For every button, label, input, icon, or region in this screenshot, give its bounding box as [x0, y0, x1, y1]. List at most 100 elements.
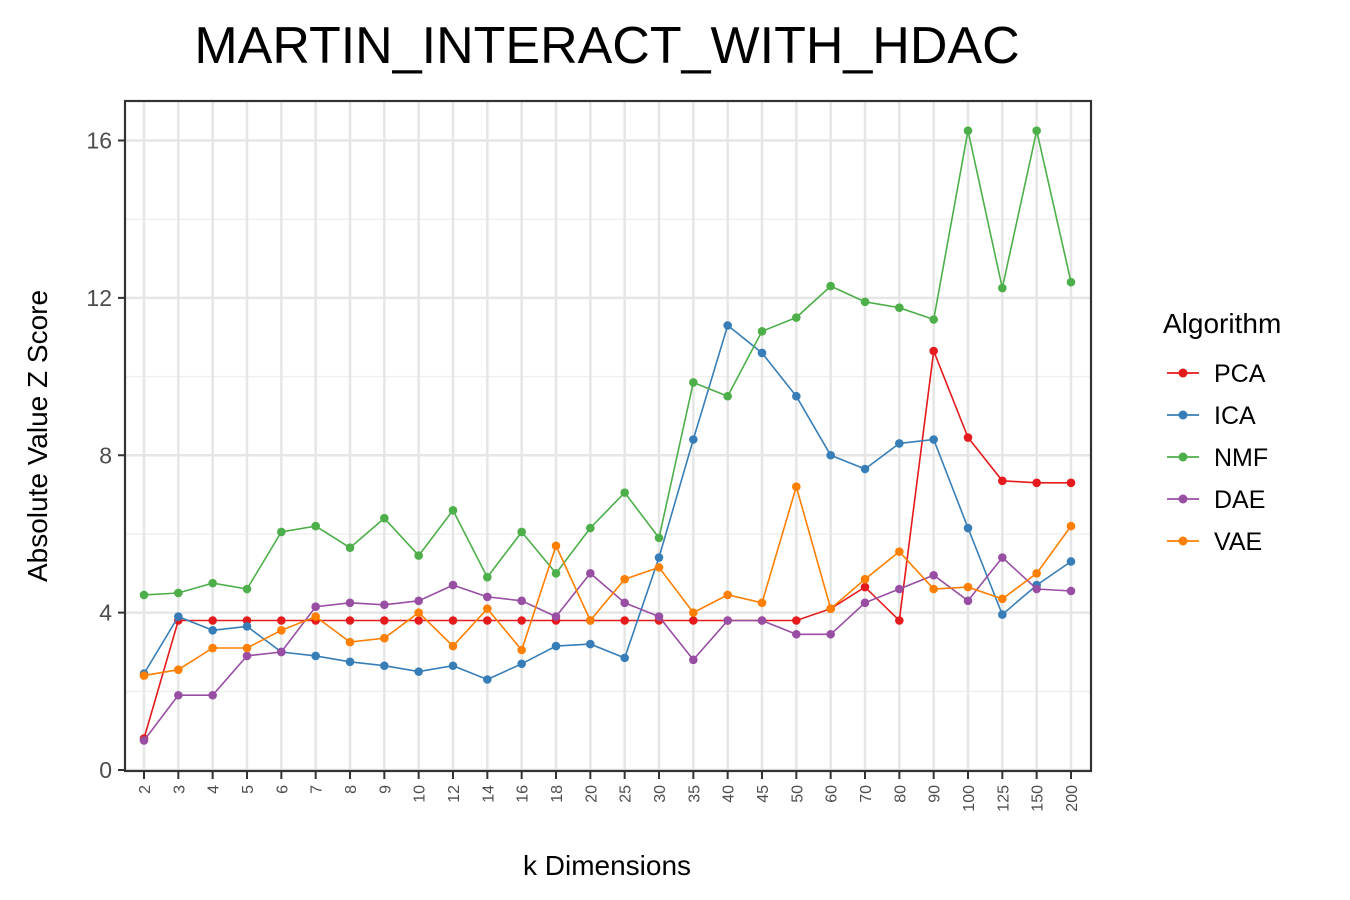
data-point-pca — [483, 616, 492, 625]
data-point-pca — [998, 476, 1007, 486]
data-point-ica — [929, 435, 938, 444]
y-tick-label: 4 — [99, 600, 112, 626]
data-point-pca — [689, 616, 698, 625]
legend-item-pca: PCA — [1167, 360, 1266, 388]
x-tick-label: 150 — [1030, 785, 1047, 812]
x-tick-label: 60 — [824, 785, 841, 803]
legend-key-point — [1178, 494, 1188, 504]
data-point-vae — [1066, 521, 1076, 531]
legend-key-point — [1178, 368, 1188, 378]
data-point-ica — [380, 661, 389, 671]
data-point-pca — [517, 616, 526, 625]
data-point-vae — [757, 598, 767, 608]
data-point-pca — [208, 616, 217, 625]
x-tick-label: 45 — [755, 785, 772, 803]
series-dae — [139, 553, 1076, 745]
series-line-vae — [143, 483, 1072, 677]
data-point-ica — [963, 523, 973, 533]
data-point-vae — [242, 643, 252, 653]
data-point-pca — [792, 616, 801, 625]
y-tick-label: 12 — [86, 285, 112, 311]
x-tick-label: 20 — [583, 785, 600, 803]
data-point-vae — [792, 482, 801, 492]
y-tick-label: 16 — [86, 128, 112, 154]
data-point-ica — [1066, 557, 1076, 566]
data-point-ica — [345, 657, 355, 667]
y-axis-title: Absolute Value Z Score — [22, 290, 53, 582]
series-line-nmf — [143, 130, 1072, 596]
data-point-vae — [174, 665, 183, 674]
data-point-pca — [380, 616, 389, 625]
data-point-dae — [757, 616, 767, 625]
data-point-ica — [689, 435, 698, 444]
data-point-nmf — [929, 315, 938, 324]
data-point-pca — [963, 433, 973, 442]
data-point-dae — [963, 596, 973, 606]
data-point-ica — [414, 667, 423, 676]
legend: Algorithm PCA ICA NMF DAE VAE — [1163, 308, 1281, 556]
data-point-nmf — [895, 303, 904, 313]
data-point-nmf — [1032, 126, 1041, 135]
data-point-ica — [723, 321, 732, 330]
legend-key-point — [1178, 536, 1188, 546]
legend-label: VAE — [1214, 528, 1262, 556]
data-point-dae — [311, 602, 320, 612]
data-point-vae — [483, 604, 492, 613]
chart-title: MARTIN_INTERACT_WITH_HDAC — [194, 17, 1019, 75]
data-point-nmf — [1066, 277, 1076, 287]
legend-label: NMF — [1214, 444, 1268, 472]
x-tick-label: 8 — [343, 785, 360, 794]
data-point-vae — [208, 643, 217, 653]
data-point-pca — [620, 616, 629, 625]
data-point-nmf — [792, 313, 801, 322]
x-tick-label: 100 — [961, 785, 978, 812]
series-ica — [139, 321, 1076, 684]
data-point-dae — [483, 592, 492, 602]
data-point-dae — [1032, 584, 1041, 594]
y-tick-label: 0 — [99, 757, 112, 783]
data-point-dae — [826, 629, 835, 639]
x-tick-label: 3 — [171, 785, 188, 794]
data-point-nmf — [551, 568, 561, 578]
legend-label: DAE — [1214, 486, 1265, 514]
plot-frame — [123, 99, 1093, 773]
data-point-nmf — [311, 521, 320, 531]
data-point-nmf — [174, 588, 183, 598]
data-point-nmf — [620, 488, 629, 497]
legend-item-ica: ICA — [1167, 402, 1256, 430]
data-point-ica — [895, 439, 904, 448]
data-point-dae — [723, 616, 732, 625]
data-point-vae — [414, 608, 423, 617]
data-point-vae — [826, 604, 835, 613]
data-point-nmf — [208, 578, 217, 588]
data-point-nmf — [963, 126, 973, 135]
x-tick-label: 25 — [618, 785, 635, 803]
data-point-vae — [311, 612, 320, 621]
data-point-nmf — [860, 297, 870, 307]
data-point-dae — [860, 598, 870, 608]
data-point-ica — [860, 464, 870, 474]
data-point-ica — [174, 612, 183, 621]
x-tick-label: 70 — [858, 785, 875, 803]
legend-label: PCA — [1214, 360, 1266, 388]
x-tick-label: 7 — [309, 785, 326, 794]
data-point-nmf — [483, 572, 492, 582]
series-line-pca — [143, 350, 1071, 739]
data-point-vae — [998, 594, 1007, 604]
data-point-ica — [208, 626, 217, 635]
data-point-ica — [586, 639, 595, 649]
data-point-ica — [448, 661, 458, 671]
x-tick-label: 50 — [789, 785, 806, 803]
data-point-nmf — [517, 527, 526, 537]
data-point-dae — [345, 598, 355, 608]
data-point-dae — [414, 596, 423, 606]
data-point-nmf — [723, 391, 732, 401]
series-nmf — [139, 126, 1076, 600]
data-point-pca — [929, 346, 938, 356]
data-point-nmf — [826, 281, 835, 291]
data-point-dae — [208, 690, 217, 700]
x-axis-title: k Dimensions — [523, 850, 691, 881]
legend-key-point — [1178, 410, 1188, 420]
data-point-vae — [380, 633, 389, 643]
